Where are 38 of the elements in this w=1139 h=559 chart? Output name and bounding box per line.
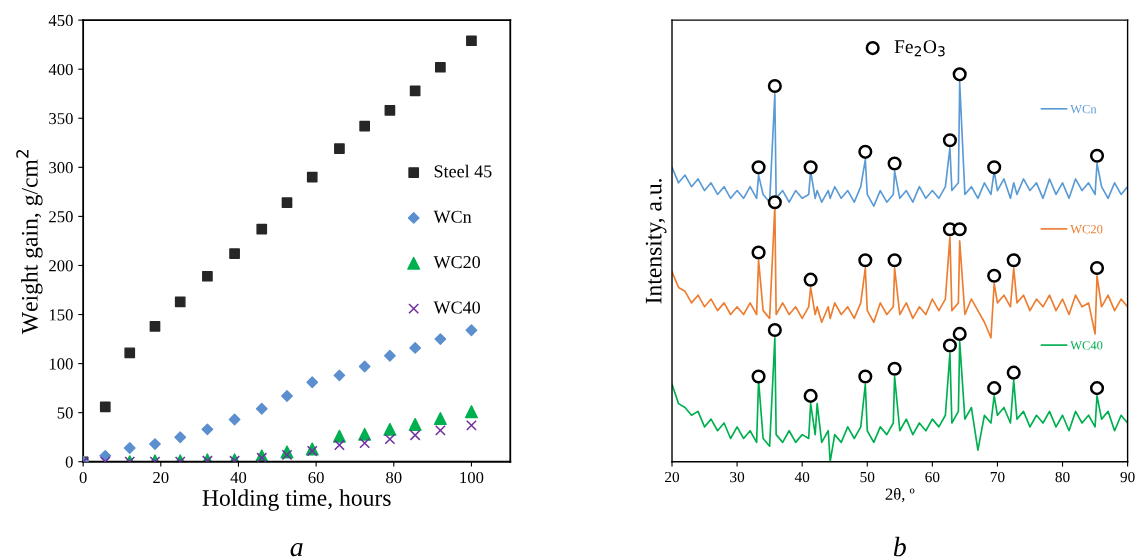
- text: b: [893, 536, 906, 557]
- y-tick-label: 200: [49, 260, 73, 272]
- x-tick-label: 90: [1120, 471, 1135, 483]
- x-tick-label: 60: [925, 471, 940, 483]
- legend-label: WCn: [1070, 104, 1097, 114]
- x-axis-title: 2θ, º: [885, 488, 915, 503]
- x-tick-label: 100: [460, 471, 484, 484]
- y-tick-label: 350: [49, 112, 73, 125]
- x-tick-label: 80: [1055, 471, 1070, 483]
- x-tick-label: 0: [79, 471, 87, 484]
- y-tick-label: 100: [49, 358, 73, 370]
- legend-label: Fe$_{2}$O$_{3}$: [894, 40, 945, 57]
- x-tick-label: 40: [794, 471, 810, 483]
- x-tick-label: 30: [730, 471, 745, 483]
- y-tick-label: 300: [49, 162, 73, 174]
- y-axis-title: Intensity, a.u.: [645, 178, 667, 304]
- legend-label: WC40: [1070, 341, 1103, 350]
- x-tick-label: 40: [230, 471, 247, 484]
- y-tick-label: 0: [65, 456, 73, 468]
- x-tick-label: 70: [990, 471, 1005, 483]
- x-tick-label: 20: [665, 471, 680, 483]
- x-tick-label: 80: [386, 471, 402, 484]
- legend-label: WC20: [433, 256, 480, 269]
- legend-label: WCn: [433, 210, 472, 223]
- legend-label: WC20: [1070, 224, 1103, 234]
- x-tick-label: 60: [308, 471, 324, 484]
- text: a: [290, 543, 303, 557]
- x-axis-title: Holding time, hours: [202, 489, 391, 511]
- y-tick-label: 150: [49, 309, 73, 321]
- legend-label: Steel 45: [434, 164, 492, 178]
- y-tick-label: 50: [57, 407, 73, 419]
- y-axis-title: Weight gain, g/cm$^{2}$: [16, 150, 43, 335]
- y-tick-label: 450: [48, 14, 73, 27]
- x-tick-label: 50: [860, 471, 875, 483]
- y-tick-label: 400: [48, 63, 73, 76]
- legend-label: WC40: [433, 301, 480, 314]
- x-tick-label: 20: [153, 471, 169, 484]
- y-tick-label: 250: [49, 211, 73, 223]
